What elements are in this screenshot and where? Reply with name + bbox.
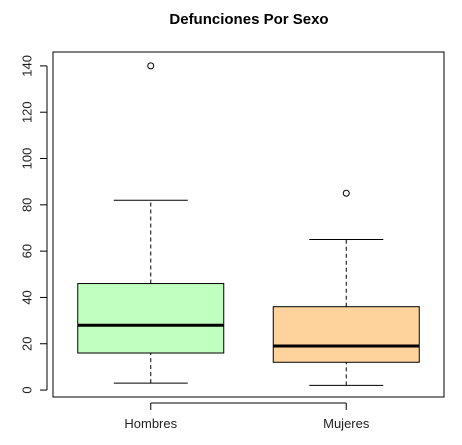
plot-frame — [52, 51, 445, 398]
y-tick-label: 100 — [19, 148, 34, 170]
box-hombres — [77, 62, 225, 384]
y-tick-label: 80 — [19, 198, 34, 212]
outlier-point — [342, 189, 350, 197]
y-tick-label: 20 — [19, 337, 34, 351]
x-tick-label: Hombres — [124, 416, 177, 431]
y-axis: 0 20 40 60 80 100 120 140 — [19, 55, 48, 394]
iqr-box — [272, 306, 420, 363]
x-tick-label: Mujeres — [323, 416, 370, 431]
iqr-box — [77, 283, 225, 354]
box-mujeres — [272, 189, 420, 386]
y-tick-label: 60 — [19, 244, 34, 258]
x-axis: Hombres Mujeres — [124, 402, 370, 431]
y-tick-label: 40 — [19, 290, 34, 304]
y-tick-label: 140 — [19, 55, 34, 77]
outlier-point — [147, 62, 155, 70]
boxes — [77, 62, 420, 386]
y-tick-label: 120 — [19, 101, 34, 123]
y-tick-label: 0 — [19, 386, 34, 393]
chart-title: Defunciones Por Sexo — [169, 11, 328, 28]
